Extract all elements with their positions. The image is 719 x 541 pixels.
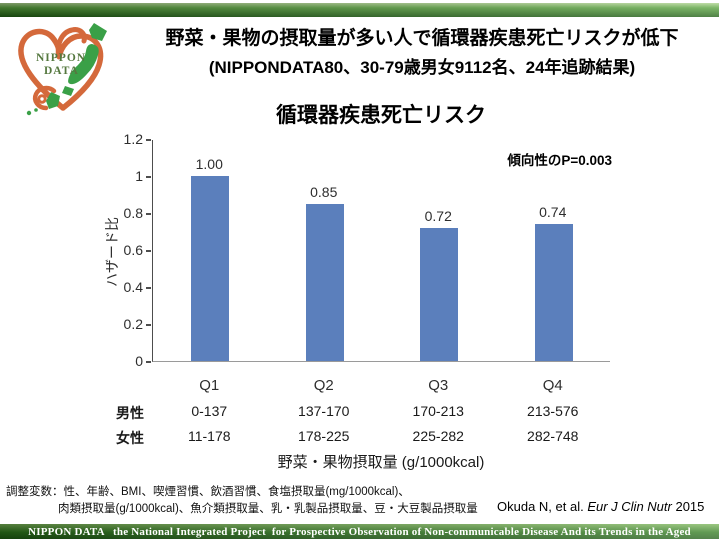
- bar-q1: [191, 176, 230, 361]
- ytick-mark-0.4: [146, 287, 151, 289]
- ytick-label-0.8: 0.8: [123, 205, 143, 221]
- range-cell: 178-225: [298, 428, 350, 444]
- range-cell: 11-178: [187, 428, 231, 444]
- ytick-mark-0.6: [146, 250, 151, 252]
- japan-map-icon: [26, 23, 107, 116]
- ytick-label-0.6: 0.6: [123, 242, 143, 258]
- ytick-label-0.4: 0.4: [123, 279, 143, 295]
- ytick-mark-0: [146, 361, 151, 363]
- x-axis-title: 野菜・果物摂取量 (g/1000kcal): [277, 454, 485, 471]
- bar-q3: [420, 227, 459, 361]
- ytick-mark-1.2: [146, 139, 151, 141]
- footer-banner-text: NIPPON DATA the National Integrated Proj…: [28, 525, 691, 538]
- nippon-data-logo: NIPPON DATA: [18, 23, 107, 116]
- slide-subtitle: (NIPPONDATA80、30-79歳男女9112名、24年追跡結果): [208, 58, 636, 77]
- bar-value-q3: 0.72: [424, 207, 452, 224]
- citation-year: 2015: [671, 499, 705, 514]
- range-row-header-female: 女性: [116, 430, 144, 446]
- ytick-label-0: 0: [135, 353, 143, 369]
- citation: Okuda N, et al. Eur J Clin Nutr 2015: [497, 499, 715, 514]
- range-cell: 282-748: [527, 428, 579, 444]
- ytick-label-1.2: 1.2: [123, 131, 143, 147]
- bar-value-q2: 0.85: [310, 183, 338, 200]
- range-cell: 213-576: [527, 403, 579, 419]
- slide-title: 野菜・果物の摂取量が多い人で循環器疾患死亡リスクが低下: [165, 28, 679, 49]
- category-label-q1: Q1: [199, 377, 220, 394]
- bottom-green-bar: NIPPON DATA the National Integrated Proj…: [0, 524, 719, 539]
- adjustment-note-line2: 肉類摂取量(g/1000kcal)、魚介類摂取量、乳・乳製品摂取量、豆・大豆製品…: [58, 502, 478, 515]
- bar-value-q4: 0.74: [539, 204, 567, 221]
- citation-journal: Eur J Clin Nutr: [587, 499, 672, 514]
- plot-area: [152, 140, 610, 362]
- bar-value-q1: 1.00: [195, 156, 223, 172]
- citation-authors: Okuda N, et al.: [497, 499, 588, 514]
- adjustment-note-line1: 調整変数：性、年齢、BMI、喫煙習慣、飲酒習慣、食塩摂取量(mg/1000kca…: [6, 486, 410, 498]
- range-cell: 170-213: [412, 403, 464, 419]
- logo-text-nippon: NIPPON: [36, 52, 86, 64]
- adjustment-variables-note: 調整変数：性、年齢、BMI、喫煙習慣、飲酒習慣、食塩摂取量(mg/1000kca…: [6, 484, 526, 517]
- bar-q2: [305, 203, 344, 361]
- category-label-q2: Q2: [313, 377, 334, 394]
- trend-p-value-annotation: 傾向性のP=0.003: [507, 153, 612, 168]
- logo-text-data: DATA: [44, 65, 79, 77]
- top-green-bar: [0, 3, 719, 17]
- range-cell: 225-282: [412, 428, 464, 444]
- ytick-mark-1: [146, 176, 151, 178]
- ytick-mark-0.8: [146, 213, 151, 215]
- heart-ribbon-icon: [18, 27, 104, 111]
- category-label-q3: Q3: [428, 377, 449, 394]
- range-cell: 0-137: [191, 403, 228, 419]
- range-row-header-male: 男性: [116, 405, 144, 421]
- ytick-mark-0.2: [146, 324, 151, 326]
- slide-header: 野菜・果物の摂取量が多い人で循環器疾患死亡リスクが低下 (NIPPONDATA8…: [128, 24, 716, 81]
- bar-q4: [534, 224, 573, 361]
- chart-title: 循環器疾患死亡リスク: [276, 104, 486, 127]
- range-cell: 137-170: [298, 403, 350, 419]
- ytick-label-0.2: 0.2: [123, 316, 143, 332]
- category-label-q4: Q4: [542, 377, 563, 394]
- ytick-label-1: 1: [135, 168, 143, 184]
